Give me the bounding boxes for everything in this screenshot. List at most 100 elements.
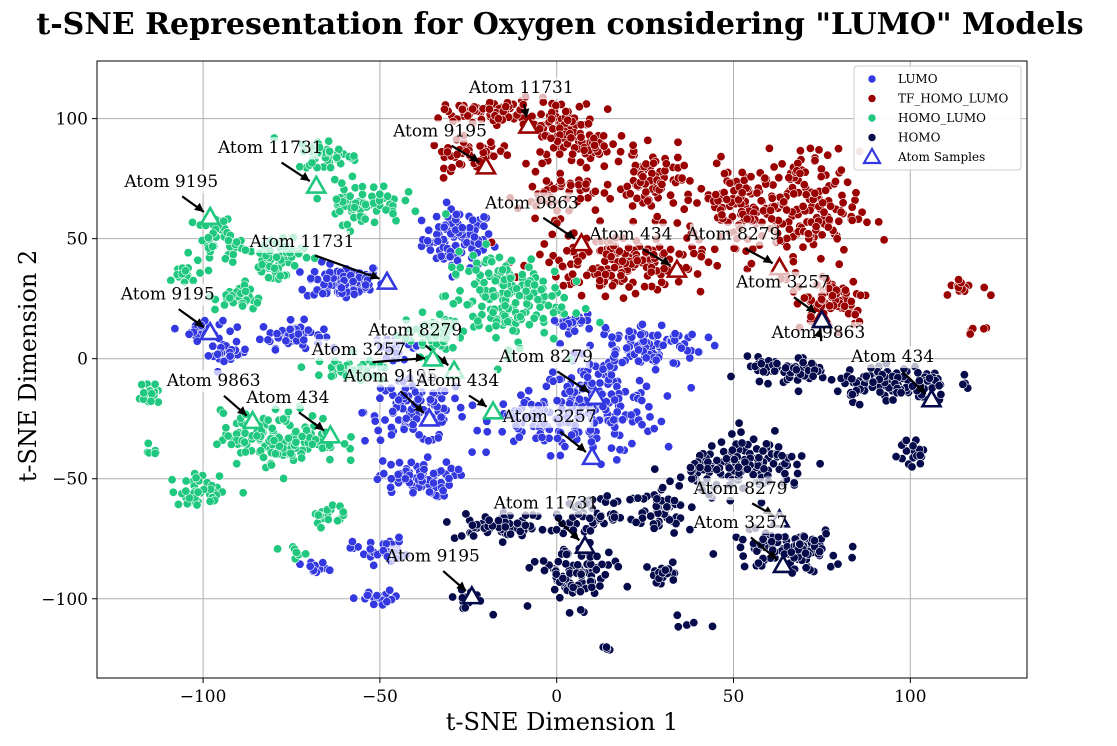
data-point [357, 408, 367, 418]
data-point [481, 447, 491, 457]
data-point [742, 464, 752, 474]
x-tick-label: 50 [723, 687, 745, 707]
data-point [350, 203, 360, 213]
data-point [583, 119, 593, 129]
data-point [365, 544, 375, 554]
data-point [272, 252, 282, 262]
data-point [645, 412, 655, 422]
data-point [668, 557, 678, 567]
data-point [599, 131, 609, 141]
data-point [737, 168, 747, 178]
data-point [816, 172, 826, 182]
data-point [346, 455, 356, 465]
annotation-label: Atom 3257 [311, 340, 406, 360]
data-point [372, 474, 382, 484]
annotation-label: Atom 3257 [502, 407, 597, 427]
data-point [550, 585, 560, 595]
data-point [541, 176, 551, 186]
data-point [381, 205, 391, 215]
atom-sample-marker [573, 534, 597, 555]
data-point [479, 221, 489, 231]
data-point [494, 252, 504, 262]
data-point [408, 488, 418, 498]
data-point [417, 307, 427, 317]
data-point [763, 379, 773, 389]
data-point [828, 551, 838, 561]
data-point [784, 224, 794, 234]
data-point [636, 330, 646, 340]
data-point [819, 207, 829, 217]
data-point [468, 215, 478, 225]
data-point [661, 159, 671, 169]
data-point [252, 298, 262, 308]
data-point [150, 448, 160, 458]
atom-sample-annotation: Atom 9195 [343, 365, 441, 427]
data-point [573, 560, 583, 570]
annotation-arrow-line [314, 254, 380, 280]
data-point [719, 169, 729, 179]
data-point [490, 276, 500, 286]
data-point [337, 178, 347, 188]
data-point [462, 300, 472, 310]
data-point [319, 324, 329, 334]
data-point [979, 324, 989, 334]
data-point [649, 523, 659, 533]
data-point [558, 321, 568, 331]
data-point [382, 597, 392, 607]
data-point [729, 455, 739, 465]
data-point [369, 560, 379, 570]
data-point [546, 133, 556, 143]
data-point [451, 269, 461, 279]
data-point [454, 247, 464, 257]
data-point [643, 135, 653, 145]
data-point [772, 359, 782, 369]
data-point [270, 345, 280, 355]
data-point [847, 553, 857, 563]
data-point [571, 308, 581, 318]
data-point [360, 436, 370, 446]
data-point [558, 573, 568, 583]
data-point [296, 362, 306, 372]
data-point [221, 423, 231, 433]
data-point [901, 435, 911, 445]
annotation-label-box [248, 386, 328, 409]
data-point [232, 459, 242, 469]
data-point [460, 603, 470, 613]
data-point [737, 438, 747, 448]
data-point [212, 439, 222, 449]
data-point [797, 451, 807, 461]
data-point [349, 289, 359, 299]
data-point [753, 558, 763, 568]
legend-entry: HOMO_LUMO [867, 111, 986, 125]
data-point [539, 328, 549, 338]
data-point [907, 462, 917, 472]
data-point [624, 282, 634, 292]
data-point [848, 542, 858, 552]
data-point [299, 314, 309, 324]
legend-marker-circle [867, 74, 877, 84]
data-point [439, 222, 449, 232]
data-point [181, 476, 191, 486]
data-point [538, 314, 548, 324]
annotation-arrowhead [194, 202, 204, 213]
data-point [425, 245, 435, 255]
data-point [530, 557, 540, 567]
data-point [137, 380, 147, 390]
data-point [278, 414, 288, 424]
data-point [817, 294, 827, 304]
data-point [839, 245, 849, 255]
data-point [439, 104, 449, 114]
data-point [191, 473, 201, 483]
data-point [500, 301, 510, 311]
annotation-arrowhead [814, 328, 823, 338]
data-point [555, 450, 565, 460]
data-point [833, 559, 843, 569]
y-tick-label: 100 [56, 110, 88, 130]
data-point [515, 526, 525, 536]
data-point [637, 420, 647, 430]
data-point [263, 415, 273, 425]
data-point [764, 143, 774, 153]
data-point [868, 377, 878, 387]
data-point [735, 542, 745, 552]
data-point [441, 209, 451, 219]
